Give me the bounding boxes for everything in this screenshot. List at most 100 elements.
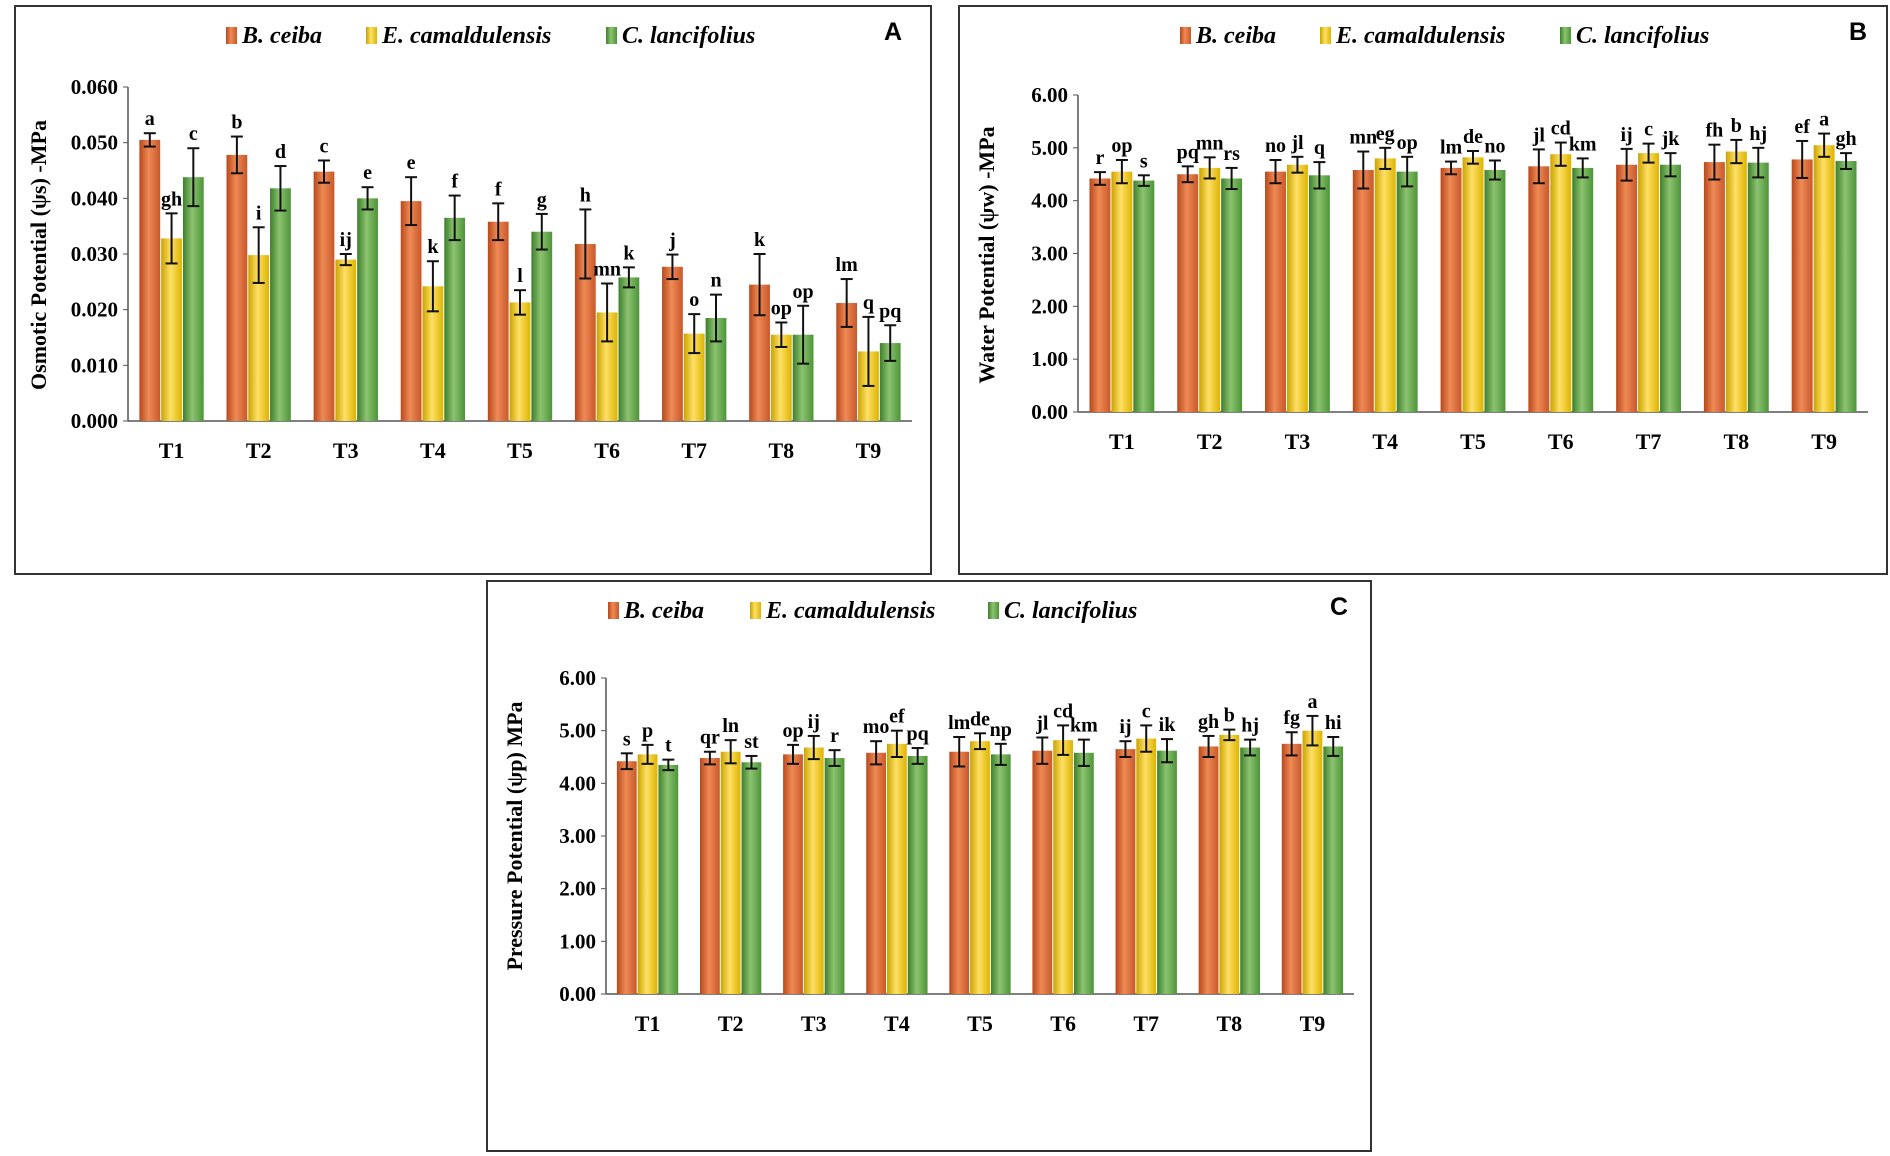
sig-label-b-T4-1: eg	[1376, 123, 1395, 145]
category-label-a: T7	[681, 438, 707, 463]
category-label-a: T2	[246, 438, 272, 463]
chart-c-svg: C B. ceiba E. camaldulensis C. lancifolius 0…	[502, 593, 1354, 1036]
legend-label-b-2: C. lancifolius	[1576, 23, 1709, 49]
sig-label-a-T1-2: c	[189, 123, 198, 145]
bar-a-T1-1	[161, 238, 182, 421]
bar-b-T7-2	[1660, 164, 1681, 412]
sig-label-a-T4-2: f	[451, 171, 458, 193]
y-tick-label-a: 0.000	[71, 409, 118, 433]
bar-c-T7-1	[1136, 738, 1157, 994]
sig-label-c-T6-1: cd	[1053, 700, 1073, 722]
bar-b-T9-0	[1791, 159, 1813, 412]
sig-label-a-T9-0: lm	[836, 254, 859, 276]
sig-label-b-T1-1: op	[1111, 135, 1132, 157]
sig-label-a-T6-1: mn	[593, 259, 621, 281]
category-label-a: T1	[159, 438, 185, 463]
bar-b-T1-0	[1089, 178, 1111, 412]
panel-c: C B. ceiba E. camaldulensis C. lancifolius 0…	[486, 580, 1372, 1152]
y-tick-label-a: 0.040	[71, 186, 118, 210]
sig-label-b-T7-1: c	[1644, 119, 1653, 141]
category-label-b: T2	[1197, 429, 1223, 454]
legend-label-c-1: E. camaldulensis	[765, 598, 935, 624]
sig-label-c-T6-0: jl	[1035, 713, 1049, 735]
bar-a-T6-0	[574, 243, 596, 421]
bar-a-T9-0	[836, 302, 858, 421]
y-tick-label-b: 6.00	[1031, 83, 1068, 107]
sig-label-c-T8-0: gh	[1198, 711, 1219, 733]
category-label-c: T6	[1050, 1011, 1076, 1036]
bar-c-T1-2	[658, 764, 679, 994]
bar-c-T6-1	[1053, 740, 1073, 994]
bar-c-T2-0	[700, 758, 720, 994]
panel-label-a: A	[884, 18, 902, 46]
bar-c-T5-2	[990, 754, 1011, 994]
category-label-c: T8	[1216, 1011, 1242, 1036]
bar-a-T8-1	[770, 334, 792, 421]
y-axis-label-c: Pressure Potential (ψp) MPa	[502, 701, 527, 970]
bar-c-T6-0	[1032, 750, 1053, 994]
panel-label-b: B	[1849, 18, 1867, 46]
bar-b-T8-0	[1703, 162, 1725, 412]
bar-a-T5-0	[487, 221, 509, 421]
bar-c-T1-1	[637, 754, 658, 994]
y-tick-label-a: 0.020	[71, 298, 118, 322]
bar-c-T8-2	[1240, 747, 1260, 994]
y-tick-label-b: 2.00	[1031, 294, 1068, 318]
bar-a-T4-0	[400, 201, 422, 421]
bar-a-T2-2	[270, 188, 291, 421]
y-tick-label-a: 0.060	[71, 75, 118, 99]
sig-label-c-T9-1: a	[1307, 691, 1317, 713]
category-label-a: T3	[333, 438, 359, 463]
sig-label-b-T4-0: mn	[1349, 127, 1377, 149]
category-label-a: T5	[507, 438, 533, 463]
sig-label-b-T5-1: de	[1463, 126, 1483, 148]
bar-b-T4-0	[1352, 170, 1374, 412]
bar-a-T5-2	[531, 231, 553, 421]
legend-swatch-b-0	[1180, 27, 1191, 44]
sig-label-a-T5-1: l	[517, 265, 523, 287]
bar-a-T6-2	[618, 277, 640, 421]
legend-swatch-b-2	[1560, 27, 1571, 44]
sig-label-b-T9-1: a	[1819, 109, 1829, 131]
bar-a-T8-0	[749, 284, 770, 421]
y-tick-label-a: 0.050	[71, 131, 118, 155]
legend-label-b-1: E. camaldulensis	[1335, 23, 1505, 49]
bar-b-T3-1	[1286, 164, 1308, 412]
sig-label-c-T3-2: r	[830, 725, 839, 747]
legend-label-c-0: B. ceiba	[623, 598, 704, 624]
chart-b-svg: B B. ceiba E. camaldulensis C. lancifolius 0…	[974, 18, 1868, 454]
category-label-b: T8	[1723, 429, 1749, 454]
bar-b-T9-1	[1813, 145, 1835, 413]
sig-label-a-T4-0: e	[407, 152, 416, 174]
bar-a-T8-2	[792, 334, 814, 421]
y-tick-label-a: 0.030	[71, 242, 118, 266]
legend-label-b-0: B. ceiba	[1195, 23, 1276, 49]
sig-label-b-T5-0: lm	[1440, 137, 1463, 159]
bar-a-T5-1	[509, 302, 531, 421]
sig-label-c-T9-0: fg	[1283, 707, 1300, 729]
y-tick-label-b: 4.00	[1031, 189, 1068, 213]
sig-label-b-T4-2: op	[1397, 132, 1418, 154]
bar-a-T7-2	[705, 318, 727, 421]
bar-b-T3-0	[1265, 171, 1286, 412]
sig-label-b-T1-0: r	[1095, 147, 1104, 169]
sig-label-c-T7-2: ik	[1159, 714, 1177, 736]
bar-c-T3-2	[824, 758, 845, 994]
category-label-b: T3	[1285, 429, 1311, 454]
bar-b-T5-1	[1462, 157, 1484, 412]
sig-label-b-T2-0: pq	[1177, 141, 1199, 163]
sig-label-b-T6-0: jl	[1532, 124, 1546, 146]
y-tick-label-b: 1.00	[1031, 347, 1068, 371]
bar-a-T7-0	[662, 266, 683, 421]
legend-label-a-2: C. lancifolius	[622, 23, 755, 49]
y-tick-label-b: 3.00	[1031, 242, 1068, 266]
sig-label-b-T6-1: cd	[1551, 118, 1571, 140]
bar-a-T1-2	[182, 177, 204, 421]
bar-a-T2-0	[226, 154, 248, 421]
sig-label-c-T5-0: lm	[948, 712, 971, 734]
sig-label-c-T5-1: de	[970, 708, 990, 730]
category-label-a: T4	[420, 438, 446, 463]
sig-label-a-T2-0: b	[231, 112, 242, 134]
bar-b-T2-2	[1221, 178, 1243, 412]
sig-label-c-T3-0: op	[782, 720, 803, 742]
